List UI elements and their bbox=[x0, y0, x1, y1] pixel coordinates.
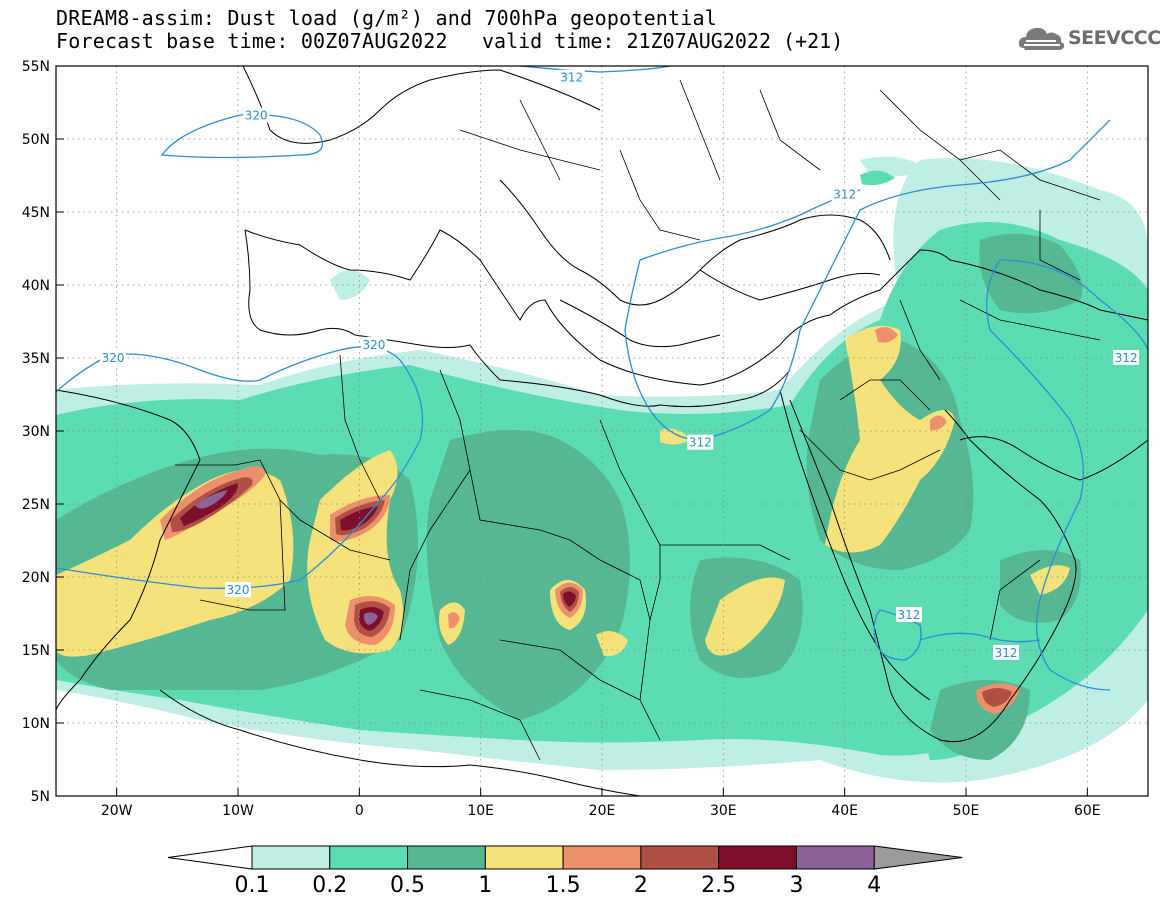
colorbar-label: 4 bbox=[867, 873, 881, 898]
lat-label: 30N bbox=[22, 424, 50, 440]
lat-label: 25N bbox=[22, 497, 50, 513]
lat-label: 45N bbox=[22, 205, 50, 221]
contour-label: 312 bbox=[995, 646, 1018, 660]
forecast-base-time: Forecast base time: 00Z07AUG2022 bbox=[56, 29, 448, 53]
map-title: DREAM8-assim: Dust load (g/m²) and 700hP… bbox=[56, 6, 718, 30]
coastlines bbox=[56, 66, 1148, 796]
lat-label: 10N bbox=[22, 716, 50, 732]
contour-label: 312 bbox=[898, 608, 921, 622]
lat-label: 5N bbox=[31, 789, 50, 805]
lon-label: 50E bbox=[953, 803, 980, 819]
contour-label: 312 bbox=[833, 187, 856, 201]
colorbar-swatch bbox=[795, 845, 875, 870]
colorbar-swatch bbox=[251, 845, 331, 870]
latitude-labels: 55N 50N 45N 40N 35N 30N 25N 20N 15N 10N 5N bbox=[22, 59, 64, 805]
colorbar-swatch bbox=[407, 845, 486, 870]
dust-band-3 bbox=[195, 490, 378, 625]
contour-label-bg bbox=[831, 186, 858, 202]
lat-label: 35N bbox=[22, 351, 50, 367]
contour-label-bg bbox=[225, 582, 251, 598]
country-borders bbox=[175, 79, 1101, 761]
contour-label-bg bbox=[100, 350, 127, 365]
contour-label-bg bbox=[243, 107, 270, 123]
colorbar-label: 0.2 bbox=[312, 873, 347, 898]
logo-text: SEEVCCC bbox=[1068, 27, 1161, 49]
contour-label: 320 bbox=[362, 338, 385, 352]
colorbar-swatch bbox=[329, 845, 409, 870]
valid-time: valid time: 21Z07AUG2022 (+21) bbox=[482, 29, 844, 53]
contour-label: 312 bbox=[1115, 351, 1138, 365]
lon-label: 30E bbox=[710, 803, 737, 819]
colorbar-label: 0.1 bbox=[235, 873, 270, 898]
contour-label: 312 bbox=[560, 71, 583, 85]
cloud-icon bbox=[1018, 27, 1065, 50]
lon-label: 40E bbox=[831, 803, 858, 819]
lon-label: 10W bbox=[222, 803, 254, 819]
contour-label-bg bbox=[895, 606, 922, 622]
lon-label: 10E bbox=[467, 803, 494, 819]
contour-label: 320 bbox=[245, 109, 268, 123]
colorbar-label: 0.5 bbox=[390, 873, 425, 898]
colorbar-swatch bbox=[562, 845, 642, 870]
contour-label-bg bbox=[360, 336, 387, 352]
lon-label: 60E bbox=[1074, 803, 1101, 819]
contour-labels: 312 320 312 320 320 312 312 320 312 312 bbox=[100, 69, 1140, 660]
lon-label: 20E bbox=[589, 803, 616, 819]
lat-label: 55N bbox=[22, 59, 50, 75]
colorbar-label: 1 bbox=[478, 873, 492, 898]
colorbar-swatch bbox=[484, 845, 564, 870]
colorbar-swatch bbox=[640, 845, 720, 870]
colorbar-label: 1.5 bbox=[546, 873, 581, 898]
contour-label-bg bbox=[687, 434, 714, 450]
lon-label: 0 bbox=[355, 803, 364, 819]
colorbar-label: 3 bbox=[789, 873, 803, 898]
contour-label: 320 bbox=[102, 351, 125, 365]
contour-label-bg bbox=[558, 69, 585, 85]
lat-label: 40N bbox=[22, 278, 50, 294]
lon-label: 20W bbox=[101, 803, 133, 819]
contour-label-bg bbox=[993, 644, 1020, 660]
colorbar: 0.1 0.2 0.5 1 1.5 2 2.5 3 4 bbox=[167, 845, 963, 898]
colorbar-label: 2.5 bbox=[701, 873, 736, 898]
seevccc-logo: SEEVCCC bbox=[1016, 22, 1161, 58]
colorbar-label: 2 bbox=[634, 873, 648, 898]
colorbar-arrow-left bbox=[167, 845, 253, 870]
colorbar-swatch bbox=[718, 845, 797, 870]
contour-label: 320 bbox=[227, 583, 250, 597]
lat-label: 50N bbox=[22, 132, 50, 148]
longitude-labels: 20W 10W 0 10E 20E 30E 40E 50E 60E bbox=[101, 788, 1101, 819]
contour-label-bg bbox=[1113, 350, 1140, 365]
lat-label: 15N bbox=[22, 643, 50, 659]
contour-label: 312 bbox=[689, 436, 712, 450]
lat-label: 20N bbox=[22, 570, 50, 586]
colorbar-arrow-right bbox=[873, 845, 963, 870]
